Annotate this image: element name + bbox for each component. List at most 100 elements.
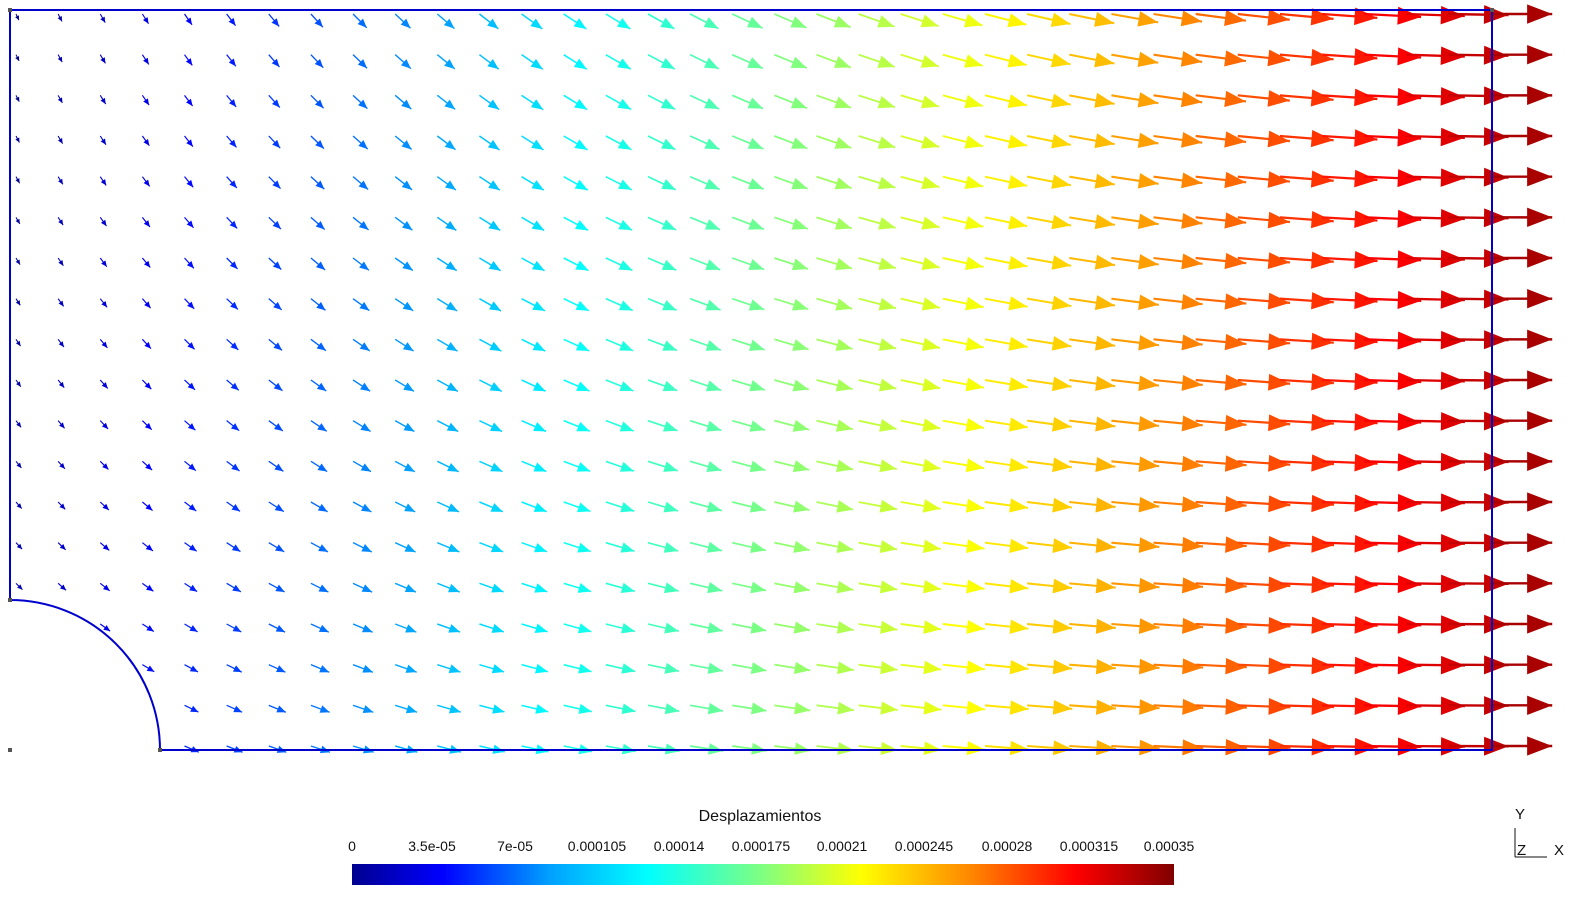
displacement-arrow-head [1527, 695, 1553, 716]
displacement-arrow-head [750, 581, 767, 594]
displacement-arrow-head [403, 463, 415, 472]
displacement-arrow-head [578, 703, 592, 714]
displacement-arrow-head [1224, 414, 1247, 432]
displacement-arrow-head [747, 57, 763, 69]
displacement-arrow-head [1397, 6, 1422, 25]
displacement-arrow-head [749, 380, 765, 392]
colorbar-tick: 0.000245 [894, 838, 954, 854]
displacement-arrow-head [1268, 657, 1291, 675]
displacement-arrow-head [964, 256, 984, 270]
displacement-arrow-head [1094, 173, 1115, 189]
displacement-arrow-head [747, 178, 764, 190]
displacement-arrow-head [1138, 335, 1159, 351]
displacement-arrow-head [836, 540, 854, 553]
displacement-arrow-head [662, 340, 677, 351]
displacement-arrow-head [146, 584, 154, 592]
displacement-arrow-head [1225, 698, 1247, 715]
displacement-arrow-head [144, 422, 152, 430]
displacement-arrow-head [319, 665, 330, 673]
displacement-arrow-head [1267, 49, 1290, 67]
displacement-arrow-head [144, 301, 151, 309]
displacement-arrow-head [228, 58, 236, 67]
displacement-arrow-head [662, 421, 678, 432]
displacement-arrow-head [1268, 698, 1291, 715]
displacement-arrow-head [1527, 655, 1553, 675]
displacement-arrow-head [318, 584, 329, 593]
displacement-arrow-head [16, 422, 22, 428]
displacement-arrow-head [573, 58, 587, 70]
displacement-arrow-head [272, 139, 281, 149]
displacement-arrow-head [1527, 248, 1553, 268]
displacement-arrow-head [229, 220, 238, 229]
displacement-arrow-head [400, 18, 411, 29]
displacement-arrow-head [664, 743, 680, 755]
displacement-arrow-head [447, 543, 460, 552]
displacement-arrow-head [921, 176, 940, 190]
displacement-arrow-head [1138, 496, 1160, 513]
displacement-arrow-head [618, 260, 633, 271]
displacement-arrow-head [185, 17, 192, 25]
displacement-arrow-head [1050, 93, 1071, 108]
displacement-arrow-head [833, 15, 851, 28]
displacement-arrow-head [1094, 12, 1115, 27]
displacement-arrow-head [878, 338, 897, 351]
displacement-arrow-head [1095, 699, 1116, 715]
displacement-arrow-head [1096, 740, 1116, 756]
displacement-arrow-head [532, 381, 546, 392]
displacement-arrow-head [58, 341, 64, 348]
displacement-arrow-head [1095, 456, 1116, 473]
displacement-arrow-head [663, 501, 679, 513]
displacement-arrow-head [100, 57, 106, 64]
displacement-arrow-head [1527, 167, 1553, 187]
displacement-arrow-head [231, 503, 241, 512]
displacement-arrow-head [448, 664, 461, 674]
displacement-arrow-head [1052, 659, 1073, 675]
displacement-arrows [15, 4, 1553, 756]
displacement-arrow-head [445, 301, 458, 311]
displacement-arrow-head [531, 220, 545, 231]
displacement-arrow-head [1354, 453, 1378, 472]
displacement-arrow-head [1009, 740, 1029, 756]
displacement-arrow-head [1311, 454, 1334, 472]
displacement-arrow-head [791, 258, 809, 271]
displacement-arrow-head [922, 458, 941, 473]
displacement-arrow-head [189, 665, 199, 672]
displacement-arrow-head [1397, 169, 1422, 188]
displacement-arrow-head [402, 220, 413, 231]
displacement-arrow-head [792, 460, 810, 473]
displacement-arrow-head [1181, 334, 1203, 351]
displacement-arrow-head [319, 705, 330, 713]
displacement-arrow-head [1267, 9, 1290, 26]
displacement-arrow-head [1311, 413, 1334, 432]
displacement-arrow-head [879, 540, 898, 553]
displacement-arrow-head [446, 422, 459, 432]
displacement-arrow-head [16, 381, 21, 387]
displacement-arrow-head [143, 260, 151, 268]
displacement-arrow-head [1224, 90, 1247, 108]
displacement-arrow-head [187, 301, 195, 309]
displacement-arrow-head [358, 140, 368, 150]
displacement-arrow-head [57, 97, 63, 103]
displacement-arrow-head [747, 97, 764, 109]
displacement-arrow-head [186, 139, 193, 147]
displacement-arrow-head [920, 14, 939, 28]
displacement-arrow-head [1311, 494, 1334, 513]
displacement-arrow-head [922, 539, 941, 554]
displacement-arrow-head [190, 705, 199, 713]
displacement-arrow-head [1137, 11, 1159, 27]
displacement-arrow-head [616, 17, 631, 29]
displacement-arrow-head [1007, 94, 1027, 109]
displacement-arrow-head [1310, 48, 1334, 66]
displacement-arrow-head [923, 660, 942, 675]
displacement-arrow-head [491, 664, 505, 674]
displacement-arrow-head [705, 380, 722, 392]
displacement-arrow-head [1095, 497, 1116, 513]
colorbar-tick: 0.00035 [1143, 838, 1195, 854]
displacement-arrow-head [619, 461, 634, 472]
displacement-arrow-head [1310, 129, 1334, 148]
displacement-arrow-head [879, 419, 897, 432]
displacement-arrow-head [1182, 698, 1204, 715]
displacement-arrow-head [534, 583, 548, 593]
displacement-arrow-head [233, 705, 243, 713]
